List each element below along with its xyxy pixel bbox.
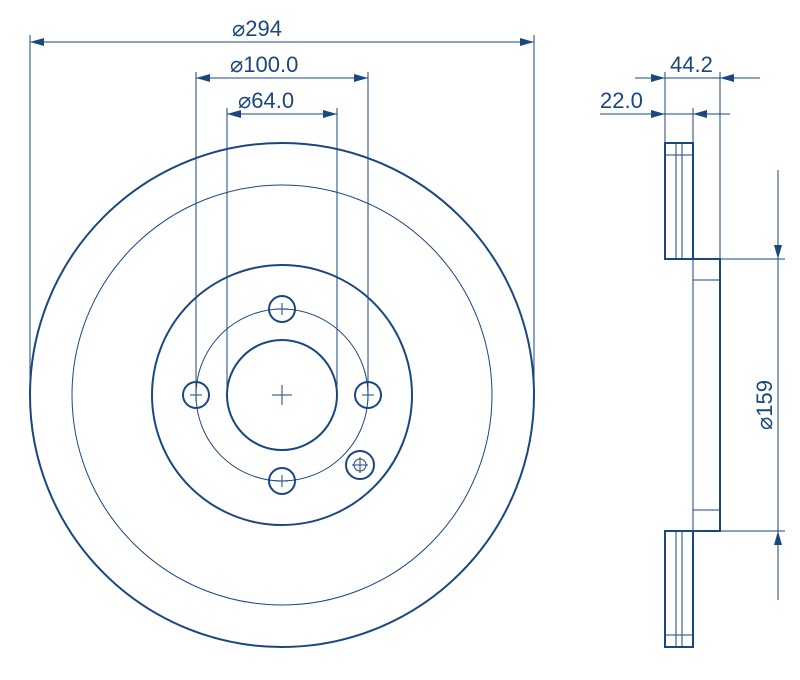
dim-label-d100: ⌀100.0 [230, 52, 298, 77]
front-view [30, 143, 534, 647]
side-view [665, 143, 720, 647]
dim-label-d294: ⌀294 [232, 16, 282, 41]
engineering-drawing: ⌀294 ⌀100.0 ⌀64.0 44.2 22.0 [0, 0, 800, 680]
dim-label-w22: 22.0 [600, 88, 643, 113]
dim-label-h159: ⌀159 [752, 380, 777, 430]
dim-label-w44: 44.2 [670, 52, 713, 77]
dim-label-d64: ⌀64.0 [238, 88, 294, 113]
dimension-h159: ⌀159 [720, 170, 785, 600]
dimension-d64: ⌀64.0 [227, 88, 337, 395]
dimension-w44: 44.2 [635, 52, 760, 259]
